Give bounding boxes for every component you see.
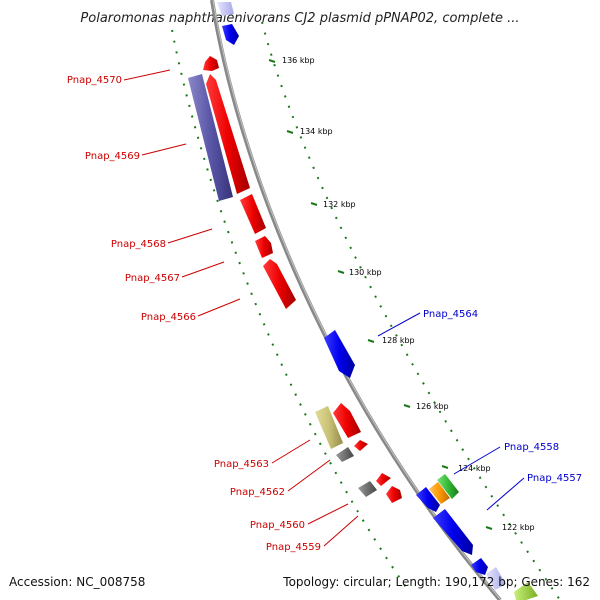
- gene-bottom-lime: [514, 582, 538, 600]
- leader-pnap-4562: [287, 459, 331, 492]
- gene-pnap-4563: [315, 406, 343, 449]
- plasmid-backbone: [210, 0, 502, 600]
- leader-pnap-4559: [323, 515, 359, 547]
- tick-label: 126 kbp: [416, 402, 449, 411]
- gene-pnap-4562-b: [336, 447, 354, 462]
- gene-pnap-4569: [206, 74, 250, 194]
- tick-label: 128 kbp: [382, 336, 415, 345]
- leader-pnap-4563: [271, 439, 311, 464]
- leader-pnap-4558: [453, 446, 501, 475]
- leader-pnap-4564: [377, 312, 421, 337]
- genome-summary-text: Topology: circular; Length: 190,172 bp; …: [282, 575, 590, 589]
- gene-label-pnap-4560: Pnap_4560: [250, 520, 305, 531]
- tick-126: [403, 404, 411, 408]
- tick-label: 122 kbp: [502, 523, 535, 532]
- gene-bottom-blue: [471, 558, 488, 575]
- gene-pnap-4568: [240, 194, 266, 234]
- tick-label: 132 kbp: [323, 200, 356, 209]
- gene-pnap-4570: [203, 56, 219, 71]
- tick-122: [485, 526, 493, 530]
- gene-pnap-4567: [255, 236, 273, 258]
- gene-pnap-4557-a: [416, 487, 440, 512]
- inner-dotted-track: [261, 21, 561, 600]
- accession-text: Accession: NC_008758: [9, 575, 145, 589]
- label-leaders: [123, 69, 525, 547]
- leader-pnap-4569: [141, 143, 187, 156]
- gene-label-pnap-4566: Pnap_4566: [141, 312, 196, 323]
- gene-pnap-4559-b: [386, 486, 402, 503]
- map-title: Polaromonas naphthalenivorans CJ2 plasmi…: [80, 11, 519, 26]
- leader-pnap-4568: [167, 228, 213, 244]
- reverse-strand-genes: [188, 56, 402, 503]
- gene-pnap-4557: [433, 509, 473, 555]
- plasmid-backbone-highlight: [212, 0, 502, 600]
- gene-label-pnap-4563: Pnap_4563: [214, 459, 269, 470]
- gene-label-pnap-4567: Pnap_4567: [125, 273, 180, 284]
- gene-pnap-4559: [358, 481, 377, 497]
- gene-label-pnap-4557: Pnap_4557: [527, 473, 582, 484]
- gene-pnap-4560: [376, 473, 391, 486]
- gene-pnap-4569-helper: [188, 74, 233, 201]
- gene-pnap-4562: [354, 440, 368, 451]
- gene-label-pnap-4559: Pnap_4559: [266, 542, 321, 553]
- tick-label: 124 kbp: [458, 464, 491, 473]
- gene-labels: Pnap_4570 Pnap_4569 Pnap_4568 Pnap_4567 …: [67, 75, 582, 553]
- gene-pnap-4564: [324, 330, 355, 378]
- tick-label: 130 kbp: [349, 268, 382, 277]
- gene-label-pnap-4570: Pnap_4570: [67, 75, 122, 86]
- tick-124: [441, 465, 449, 469]
- gene-label-pnap-4564: Pnap_4564: [423, 309, 478, 320]
- forward-strand-genes: [217, 2, 538, 600]
- tick-136: [268, 59, 276, 63]
- tick-130: [337, 270, 345, 274]
- gene-bottom-lightblue: [486, 567, 506, 590]
- gene-pnap-4566: [263, 259, 296, 309]
- gene-pnap-4563-b: [333, 403, 361, 438]
- leader-pnap-4560: [307, 503, 349, 525]
- kbp-ticks: [268, 59, 493, 530]
- gene-label-pnap-4558: Pnap_4558: [504, 442, 559, 453]
- outer-tick-track: [171, 21, 561, 600]
- gene-top-lightblue: [217, 2, 234, 16]
- leader-pnap-4567: [181, 261, 225, 278]
- tick-label: 134 kbp: [300, 127, 333, 136]
- kbp-tick-labels: 136 kbp 134 kbp 132 kbp 130 kbp 128 kbp …: [282, 56, 535, 532]
- gene-label-pnap-4562: Pnap_4562: [230, 487, 285, 498]
- tick-134: [286, 130, 294, 134]
- leader-pnap-4557: [486, 477, 525, 511]
- gene-top-blue: [222, 24, 239, 45]
- leader-pnap-4570: [123, 69, 171, 81]
- leader-pnap-4566: [197, 298, 241, 317]
- tick-label: 136 kbp: [282, 56, 315, 65]
- gene-pnap-4558-orange: [429, 482, 450, 504]
- tick-128: [367, 339, 375, 343]
- tick-132: [310, 202, 318, 206]
- gene-label-pnap-4569: Pnap_4569: [85, 151, 140, 162]
- gene-pnap-4558: [437, 474, 459, 499]
- gene-label-pnap-4568: Pnap_4568: [111, 239, 166, 250]
